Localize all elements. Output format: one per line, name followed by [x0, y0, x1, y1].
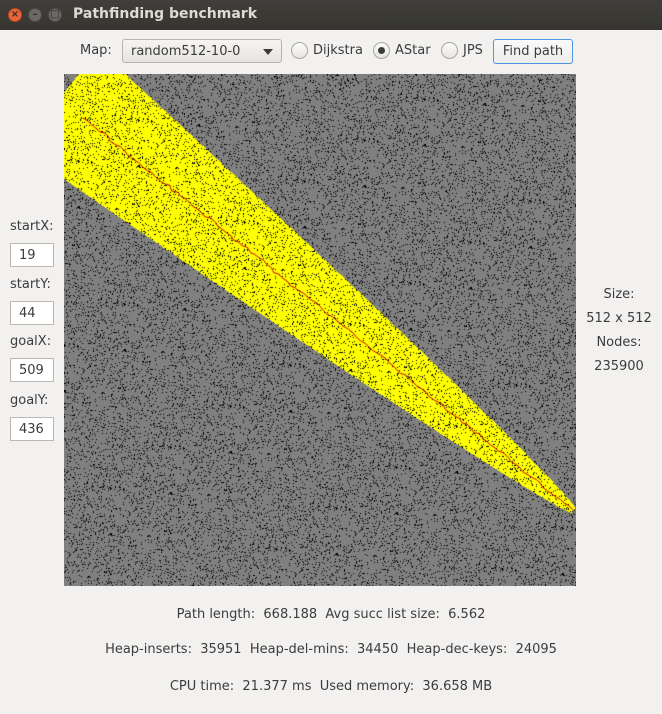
- map-grid-canvas[interactable]: [64, 74, 576, 586]
- path-length-stats: Path length: 668.188 Avg succ list size:…: [176, 607, 486, 622]
- goalx-label: goalX:: [10, 334, 52, 349]
- title-bar: × – □ Pathfinding benchmark: [0, 0, 662, 30]
- chevron-down-icon: [263, 49, 273, 55]
- radio-jps[interactable]: [441, 42, 458, 59]
- find-path-button[interactable]: Find path: [493, 39, 573, 64]
- startx-field[interactable]: 19: [10, 243, 54, 267]
- starty-field[interactable]: 44: [10, 301, 54, 325]
- starty-label: startY:: [10, 277, 51, 292]
- map-label: Map:: [80, 43, 112, 58]
- radio-dijkstra[interactable]: [291, 42, 308, 59]
- radio-selected-dot: [378, 47, 385, 54]
- map-canvas[interactable]: [64, 74, 576, 586]
- radio-astar-label[interactable]: AStar: [395, 43, 431, 58]
- close-window-button[interactable]: ×: [8, 8, 22, 22]
- cpu-memory-stats: CPU time: 21.377 ms Used memory: 36.658 …: [169, 679, 493, 694]
- nodes-value: 235900: [594, 359, 644, 374]
- radio-astar[interactable]: [373, 42, 390, 59]
- radio-jps-label[interactable]: JPS: [463, 43, 483, 58]
- maximize-window-button[interactable]: □: [48, 8, 62, 22]
- startx-label: startX:: [10, 219, 54, 234]
- minimize-icon: –: [32, 9, 38, 20]
- map-select-value: random512-10-0: [131, 44, 241, 59]
- close-icon: ×: [10, 9, 20, 20]
- radio-dijkstra-label[interactable]: Dijkstra: [313, 43, 363, 58]
- goalx-field[interactable]: 509: [10, 358, 54, 382]
- map-select[interactable]: random512-10-0: [122, 39, 282, 63]
- nodes-label: Nodes:: [596, 335, 642, 350]
- goaly-label: goalY:: [10, 393, 49, 408]
- size-label: Size:: [603, 287, 635, 302]
- window-title: Pathfinding benchmark: [73, 6, 258, 22]
- goaly-field[interactable]: 436: [10, 417, 54, 441]
- size-value: 512 x 512: [586, 311, 652, 326]
- maximize-icon: □: [50, 9, 60, 20]
- minimize-window-button[interactable]: –: [28, 8, 42, 22]
- heap-stats: Heap-inserts: 35951 Heap-del-mins: 34450…: [105, 642, 557, 657]
